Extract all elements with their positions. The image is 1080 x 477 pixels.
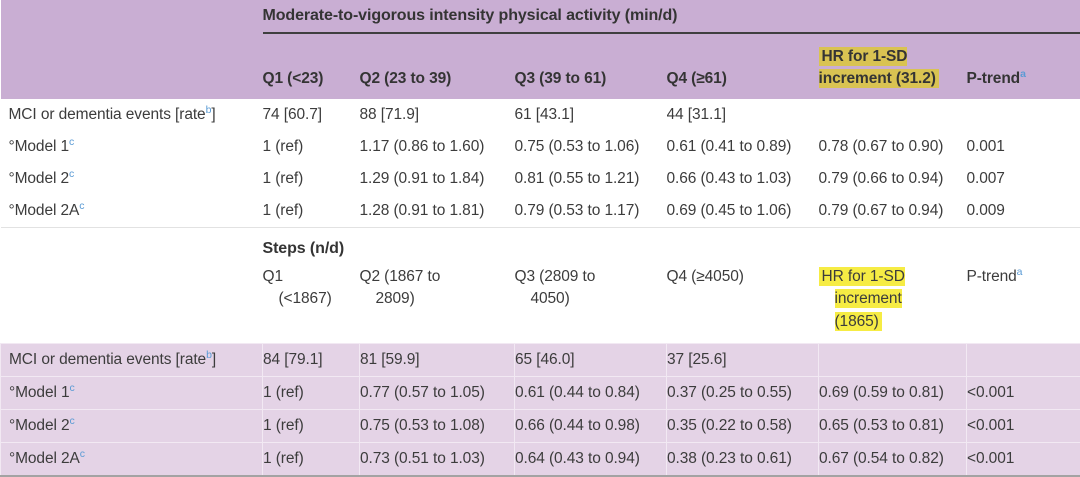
table-row-mvpa-model2: °Model 2c 1 (ref) 1.29 (0.91 to 1.84) 0.…: [1, 163, 1080, 195]
table-cell: 84 [79.1]: [263, 344, 360, 377]
table-cell: 1 (ref): [263, 410, 360, 443]
table-cell: 0.64 (0.43 to 0.94): [515, 443, 667, 476]
col-header-p-trend: P-trenda: [967, 260, 1080, 344]
table-cell: 1.17 (0.86 to 1.60): [360, 131, 515, 163]
table-cell: <0.001: [967, 410, 1080, 443]
table-cell: 74 [60.7]: [263, 99, 360, 131]
table-row-steps-events: MCI or dementia events [rateb] 84 [79.1]…: [1, 344, 1080, 377]
row-label: °Model 2Ac: [1, 443, 263, 476]
table-cell: 1.29 (0.91 to 1.84): [360, 163, 515, 195]
table-cell: 1 (ref): [263, 163, 360, 195]
empty-corner-cell: [1, 0, 263, 33]
table-cell: 1 (ref): [263, 131, 360, 163]
col-header-p-trend: P-trenda: [967, 33, 1080, 99]
footnote-marker-c: c: [69, 136, 74, 148]
col-header-q3: Q3 (2809 to 4050): [515, 260, 667, 344]
table-cell: <0.001: [967, 443, 1080, 476]
col-header-q2: Q2 (23 to 39): [360, 33, 515, 99]
mvpa-section-title: Moderate-to-vigorous intensity physical …: [263, 0, 1080, 33]
table-cell: 0.66 (0.43 to 1.03): [667, 163, 819, 195]
table-cell: [819, 344, 967, 377]
table-cell: [967, 99, 1080, 131]
empty-label-header: [1, 260, 263, 344]
table-cell: 0.67 (0.54 to 0.82): [819, 443, 967, 476]
table-row-steps-model2: °Model 2c 1 (ref) 0.75 (0.53 to 1.08) 0.…: [1, 410, 1080, 443]
table-row-steps-model1: °Model 1c 1 (ref) 0.77 (0.57 to 1.05) 0.…: [1, 377, 1080, 410]
table-cell: 0.61 (0.41 to 0.89): [667, 131, 819, 163]
table-cell: 88 [71.9]: [360, 99, 515, 131]
empty-label-header: [1, 33, 263, 99]
table-cell: 0.77 (0.57 to 1.05): [360, 377, 515, 410]
table-cell: 0.79 (0.53 to 1.17): [515, 195, 667, 227]
table-cell: 61 [43.1]: [515, 99, 667, 131]
table-cell: 1 (ref): [263, 377, 360, 410]
table-cell: 0.75 (0.53 to 1.06): [515, 131, 667, 163]
col-header-q2: Q2 (1867 to 2809): [360, 260, 515, 344]
steps-column-header-row: Q1 (<1867) Q2 (1867 to 2809) Q3 (2809 to…: [1, 260, 1080, 344]
table-cell: 37 [25.6]: [667, 344, 819, 377]
col-header-hr-increment: HR for 1-SD increment (1865): [819, 260, 967, 344]
table-cell: 1.28 (0.91 to 1.81): [360, 195, 515, 227]
table-cell: 0.001: [967, 131, 1080, 163]
footnote-marker-c: c: [70, 382, 75, 394]
table-row-steps-model2a: °Model 2Ac 1 (ref) 0.73 (0.51 to 1.03) 0…: [1, 443, 1080, 476]
row-label: °Model 2c: [1, 163, 263, 195]
col-header-q1: Q1 (<1867): [263, 260, 360, 344]
mvpa-header-row: Moderate-to-vigorous intensity physical …: [1, 0, 1080, 33]
table-cell: 0.65 (0.53 to 0.81): [819, 410, 967, 443]
table-cell: 0.78 (0.67 to 0.90): [819, 131, 967, 163]
table-cell: 0.75 (0.53 to 1.08): [360, 410, 515, 443]
table-cell: [819, 99, 967, 131]
table-cell: 0.73 (0.51 to 1.03): [360, 443, 515, 476]
table-cell: 81 [59.9]: [360, 344, 515, 377]
steps-section-title: Steps (n/d): [263, 227, 1080, 260]
table-cell: 44 [31.1]: [667, 99, 819, 131]
table-cell: 0.35 (0.22 to 0.58): [667, 410, 819, 443]
table-cell: 1 (ref): [263, 195, 360, 227]
footnote-marker-c: c: [79, 200, 84, 212]
footnote-marker-c: c: [70, 415, 75, 427]
row-label: MCI or dementia events [rateb]: [1, 99, 263, 131]
footnote-marker-c: c: [80, 448, 85, 460]
table-row-mvpa-events: MCI or dementia events [rateb] 74 [60.7]…: [1, 99, 1080, 131]
table-cell: 1 (ref): [263, 443, 360, 476]
table-cell: 0.66 (0.44 to 0.98): [515, 410, 667, 443]
table-cell: 0.69 (0.45 to 1.06): [667, 195, 819, 227]
row-label: °Model 1c: [1, 377, 263, 410]
table-cell: 0.009: [967, 195, 1080, 227]
row-label: °Model 1c: [1, 131, 263, 163]
table-cell: [967, 344, 1080, 377]
table-row-mvpa-model1: °Model 1c 1 (ref) 1.17 (0.86 to 1.60) 0.…: [1, 131, 1080, 163]
table-cell: 0.81 (0.55 to 1.21): [515, 163, 667, 195]
footnote-marker-c: c: [69, 168, 74, 180]
table-cell: 0.007: [967, 163, 1080, 195]
table-cell: <0.001: [967, 377, 1080, 410]
table-cell: 0.79 (0.66 to 0.94): [819, 163, 967, 195]
col-header-q1: Q1 (<23): [263, 33, 360, 99]
steps-header-row: Steps (n/d): [1, 227, 1080, 260]
footnote-marker-a: a: [1017, 266, 1023, 278]
table-cell: 65 [46.0]: [515, 344, 667, 377]
table-cell: 0.38 (0.23 to 0.61): [667, 443, 819, 476]
col-header-q4: Q4 (≥4050): [667, 260, 819, 344]
footnote-marker-a: a: [1020, 68, 1026, 80]
table-cell: 0.79 (0.67 to 0.94): [819, 195, 967, 227]
col-header-q3: Q3 (39 to 61): [515, 33, 667, 99]
col-header-hr-increment: HR for 1-SD increment (31.2): [819, 33, 967, 99]
mvpa-column-header-row: Q1 (<23) Q2 (23 to 39) Q3 (39 to 61) Q4 …: [1, 33, 1080, 99]
table-row-mvpa-model2a: °Model 2Ac 1 (ref) 1.28 (0.91 to 1.81) 0…: [1, 195, 1080, 227]
table-cell: 0.61 (0.44 to 0.84): [515, 377, 667, 410]
table-cell: 0.37 (0.25 to 0.55): [667, 377, 819, 410]
row-label: °Model 2c: [1, 410, 263, 443]
highlighted-hr-label: HR for 1-SD increment (31.2): [819, 47, 939, 88]
col-header-q4: Q4 (≥61): [667, 33, 819, 99]
highlighted-hr-label: HR for 1-SD increment (1865): [819, 267, 905, 331]
row-label: MCI or dementia events [rateb]: [1, 344, 263, 377]
table-cell: 0.69 (0.59 to 0.81): [819, 377, 967, 410]
empty-corner-cell: [1, 227, 263, 260]
row-label: °Model 2Ac: [1, 195, 263, 227]
